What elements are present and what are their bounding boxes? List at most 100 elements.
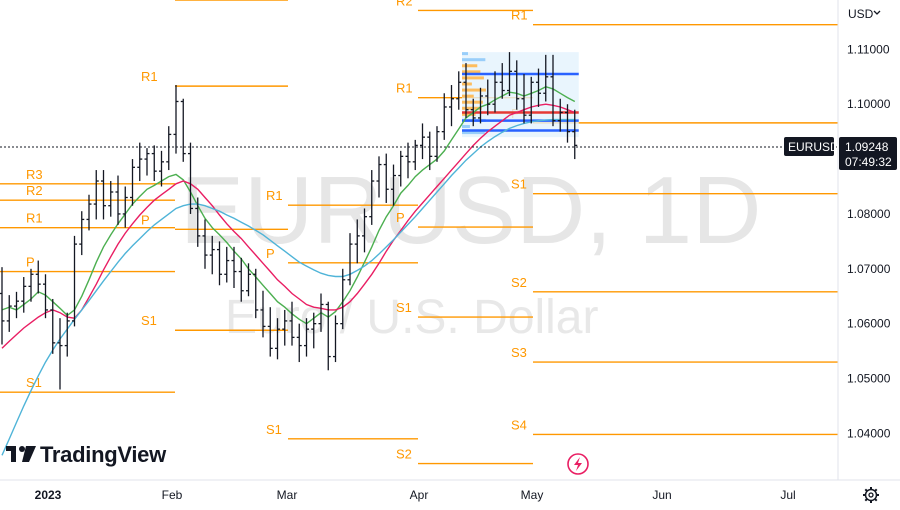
ohlc-bar xyxy=(550,54,556,127)
pivot-label-mar-p: P xyxy=(266,246,275,261)
pivot-label-jan-r2: R2 xyxy=(26,183,43,198)
currency-label: USD xyxy=(848,7,874,21)
time-tick-label: Feb xyxy=(162,488,183,502)
profile-bar xyxy=(462,131,485,135)
ohlc-bar xyxy=(64,312,70,357)
ohlc-bar xyxy=(557,98,563,132)
ohlc-bar xyxy=(325,301,331,371)
chevron-down-icon xyxy=(873,10,881,15)
ohlc-bar xyxy=(57,318,63,390)
moving-average-line-2 xyxy=(1,118,575,456)
ohlc-bar xyxy=(202,219,208,269)
ohlc-bar xyxy=(340,268,346,330)
ohlc-bar xyxy=(238,257,244,302)
profile-bar xyxy=(462,52,468,56)
moving-averages xyxy=(1,85,576,456)
time-tick-label: Mar xyxy=(277,488,298,502)
gear-icon[interactable] xyxy=(863,487,879,503)
price-bars xyxy=(0,52,578,390)
profile-bar xyxy=(462,100,483,104)
last-price-tag-bg xyxy=(839,137,897,170)
ohlc-bar xyxy=(35,260,41,294)
ohlc-bar xyxy=(231,246,237,288)
pivot-label-apr-r1: R1 xyxy=(396,81,413,96)
pivot-label-mar-s1: S1 xyxy=(266,422,282,437)
profile-bar xyxy=(462,112,476,116)
ohlc-bar xyxy=(108,181,114,217)
time-axis[interactable]: 2023 Feb Mar Apr May Jun Jul xyxy=(35,488,796,502)
price-tick-label: 1.07000 xyxy=(847,262,891,276)
ohlc-bar xyxy=(260,290,266,338)
tradingview-logo-icon[interactable] xyxy=(6,446,36,462)
ohlc-bar xyxy=(565,104,570,143)
ohlc-bar xyxy=(43,274,48,319)
ohlc-bar xyxy=(536,68,541,107)
ohlc-bar xyxy=(492,71,498,113)
brand-name: TradingView xyxy=(40,442,167,467)
ohlc-bar xyxy=(137,142,143,182)
ohlc-bar xyxy=(188,142,193,214)
pivot-label-may-s3: S3 xyxy=(511,345,527,360)
ohlc-bar xyxy=(115,175,121,225)
profile-bar xyxy=(462,64,478,68)
ohlc-bar xyxy=(405,142,411,179)
ohlc-bar xyxy=(289,301,295,346)
ohlc-bar xyxy=(144,148,150,176)
price-tick-label: 1.08000 xyxy=(847,207,891,221)
profile-bar xyxy=(462,94,474,98)
pivot-label-jan-p: P xyxy=(26,255,35,270)
ohlc-bar xyxy=(499,63,505,99)
pivot-label-mar-r1: R1 xyxy=(266,188,283,203)
ohlc-bar xyxy=(246,263,251,297)
ohlc-bar xyxy=(93,170,99,220)
ohlc-bar xyxy=(347,233,353,286)
profile-bar xyxy=(462,58,486,62)
profile-bar xyxy=(462,70,481,74)
pivot-label-may-r1: R1 xyxy=(511,8,528,23)
ohlc-bar xyxy=(434,126,440,162)
pivot-label-may-s4: S4 xyxy=(511,417,527,432)
ohlc-bar xyxy=(122,186,128,228)
ohlc-bar xyxy=(333,315,338,363)
pivot-levels: R3R2R1PS1R2R1PS1R1PS1R2R1PS1S2R1PS1S2S3S… xyxy=(0,0,838,465)
moving-average-line-0 xyxy=(1,85,576,325)
ohlc-bar xyxy=(166,126,172,171)
price-axis[interactable]: 1.040001.050001.060001.070001.080001.090… xyxy=(847,42,891,440)
ohlc-bar xyxy=(354,219,360,264)
ohlc-bar xyxy=(159,150,164,187)
time-tick-label: Jun xyxy=(652,488,671,502)
ohlc-bar xyxy=(398,150,404,187)
ohlc-bar xyxy=(72,235,77,327)
ohlc-bar xyxy=(318,293,324,332)
ohlc-bar xyxy=(311,312,317,349)
pivot-label-feb-r1: R1 xyxy=(141,69,158,84)
ohlc-bar xyxy=(391,164,396,206)
ohlc-bar xyxy=(572,109,578,160)
ohlc-bar xyxy=(470,98,476,127)
ohlc-bar xyxy=(412,139,418,171)
ohlc-bar xyxy=(79,211,85,256)
ohlc-bar xyxy=(267,307,273,357)
symbol-tag: EURUSD xyxy=(788,140,839,154)
ohlc-bar xyxy=(521,74,527,124)
profile-bar xyxy=(462,88,486,92)
ohlc-bar xyxy=(50,298,56,354)
ohlc-bar xyxy=(376,156,382,198)
lightning-icon[interactable] xyxy=(567,453,589,475)
price-tick-label: 1.04000 xyxy=(847,426,891,440)
moving-average-line-1 xyxy=(1,103,576,349)
currency-selector[interactable]: USD xyxy=(848,7,881,21)
price-tick-label: 1.06000 xyxy=(847,317,891,331)
ohlc-bar xyxy=(296,323,302,363)
pivot-label-apr-s2: S2 xyxy=(396,447,412,462)
ohlc-bar xyxy=(217,241,222,286)
pivot-label-feb-s1: S1 xyxy=(141,313,157,328)
price-tick-label: 1.10000 xyxy=(847,97,891,111)
ohlc-bar xyxy=(449,85,454,127)
ohlc-bar xyxy=(21,277,27,313)
ohlc-bar xyxy=(463,63,469,118)
ohlc-bar xyxy=(253,268,259,319)
price-tick-label: 1.05000 xyxy=(847,372,891,386)
ohlc-bar xyxy=(420,123,425,160)
